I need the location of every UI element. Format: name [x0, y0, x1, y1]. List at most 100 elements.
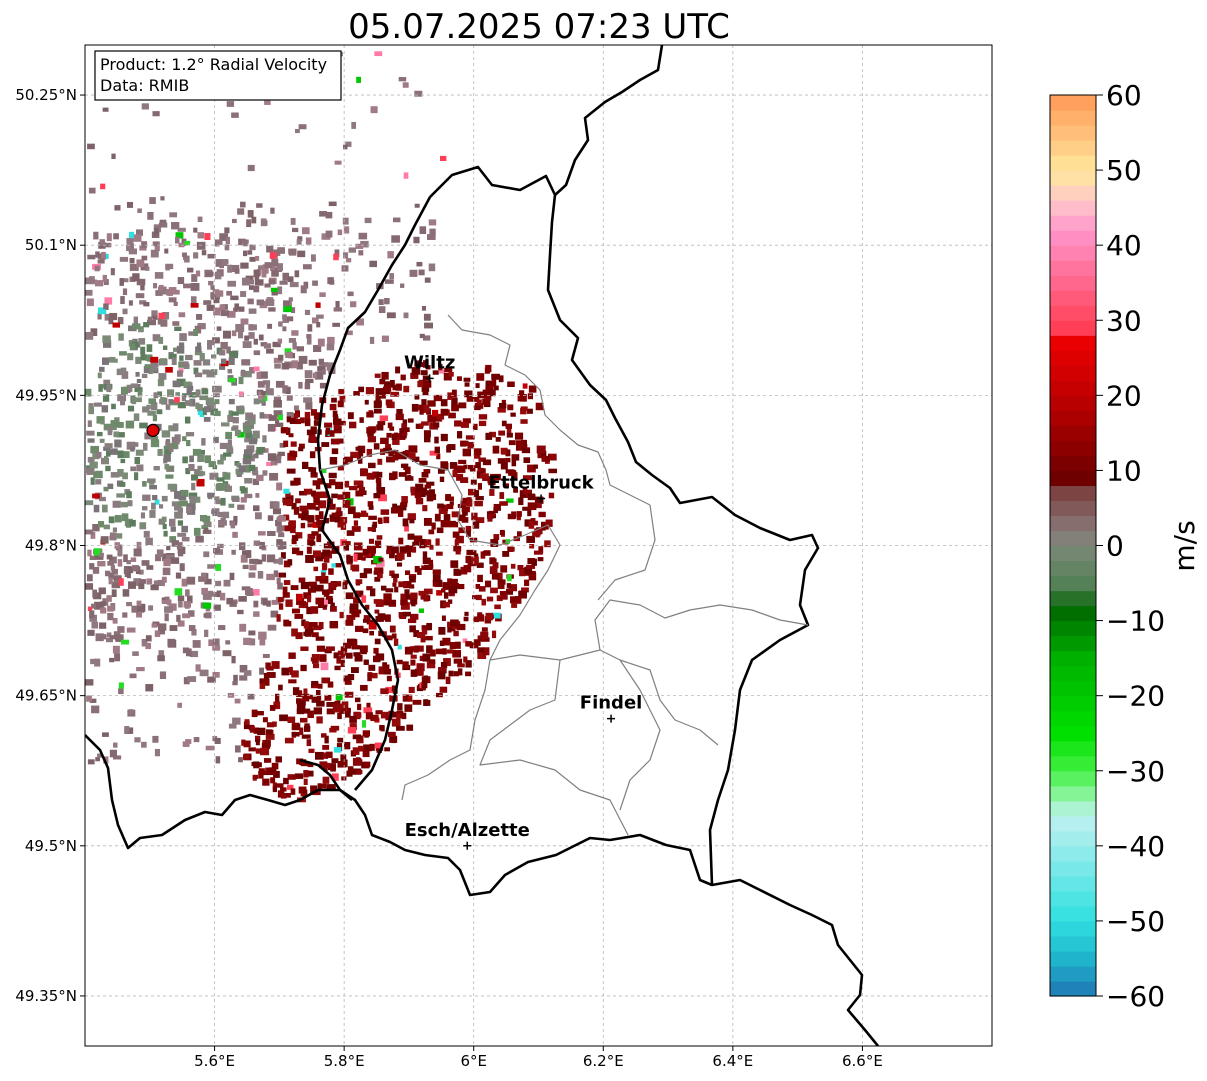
echo-cell — [126, 571, 131, 579]
echo-cell — [159, 504, 164, 509]
echo-cell — [336, 656, 341, 664]
echo-cell — [165, 474, 174, 479]
echo-cell — [306, 694, 313, 700]
city-ettelbruck[interactable]: Ettelbruck — [489, 472, 595, 503]
echo-cell — [330, 602, 335, 607]
echo-cell — [185, 354, 193, 361]
echo-cell — [117, 549, 123, 557]
echo-cell — [487, 513, 493, 522]
echo-cell — [316, 536, 322, 543]
echo-cell — [134, 456, 141, 464]
echo-cell — [485, 612, 494, 621]
echo-cell — [139, 569, 144, 575]
echo-cell — [98, 521, 105, 528]
echo-cell — [362, 720, 367, 728]
colorbar-tick-label-5: 10 — [1106, 454, 1142, 487]
echo-cell — [503, 483, 510, 488]
echo-cell — [197, 232, 205, 239]
echo-cell — [170, 526, 176, 532]
echo-cell — [182, 741, 190, 747]
echo-cell — [160, 196, 165, 201]
echo-cell — [168, 465, 173, 471]
echo-cell — [435, 538, 440, 546]
echo-cell — [369, 260, 377, 268]
colorbar-band — [1050, 440, 1096, 456]
colorbar-tick-label-6: 0 — [1106, 530, 1124, 563]
city-wiltz[interactable]: Wiltz — [404, 352, 455, 383]
map-panel[interactable]: Wiltz Ettelbruck Findel Esch/Alzette — [84, 44, 993, 1047]
echo-cell — [157, 655, 165, 662]
echo-cell — [342, 217, 349, 225]
echo-cell — [98, 587, 106, 595]
echo-cell — [136, 278, 146, 286]
echo-cell — [369, 588, 376, 597]
echo-cell — [220, 454, 226, 461]
echo-cell — [167, 389, 175, 397]
echo-cell — [137, 208, 142, 213]
echo-cell — [86, 430, 95, 436]
echo-cell — [423, 588, 433, 595]
echo-cell — [201, 388, 209, 395]
echo-cell — [159, 219, 167, 225]
echo-cell — [161, 599, 169, 604]
echo-cell — [226, 597, 234, 605]
echo-cell — [535, 503, 542, 509]
radar-site-marker[interactable] — [146, 423, 160, 437]
echo-cell — [327, 503, 336, 510]
echo-cell — [202, 602, 212, 609]
echo-cell — [240, 262, 249, 269]
colorbar-band — [1050, 545, 1096, 562]
echo-cell — [363, 761, 371, 768]
echo-cell — [362, 618, 369, 623]
echo-cell — [523, 457, 531, 464]
echo-cell — [219, 363, 226, 370]
echo-cell — [292, 722, 300, 731]
city-findel[interactable]: Findel — [580, 693, 643, 723]
echo-cell — [89, 698, 97, 703]
echo-cell — [398, 472, 407, 477]
city-esch-alzette[interactable]: Esch/Alzette — [405, 820, 530, 850]
echo-cell — [141, 241, 148, 248]
echo-cell — [141, 638, 148, 647]
echo-cell — [174, 504, 182, 511]
echo-cell — [104, 297, 113, 305]
echo-cell — [242, 341, 252, 349]
echo-cell — [164, 248, 169, 254]
echo-cell — [175, 236, 180, 244]
echo-cell — [413, 535, 423, 543]
echo-cell — [527, 509, 532, 517]
echo-cell — [297, 236, 303, 242]
echo-cell — [475, 594, 482, 601]
echo-cell — [373, 555, 382, 564]
echo-cell — [159, 358, 168, 365]
echo-cell — [238, 542, 246, 551]
echo-cell — [139, 579, 147, 584]
echo-cell — [375, 388, 385, 395]
echo-cell — [424, 564, 433, 570]
echo-cell — [536, 445, 544, 454]
echo-cell — [404, 524, 409, 532]
echo-cell — [117, 432, 125, 438]
echo-cell — [381, 600, 390, 606]
echo-cell — [145, 266, 150, 271]
echo-cell — [305, 237, 312, 245]
echo-cell — [249, 464, 256, 472]
echo-cell — [268, 415, 277, 421]
echo-cell — [471, 512, 478, 521]
echo-cell — [267, 453, 277, 461]
echo-cell — [277, 286, 283, 295]
echo-cell — [329, 606, 337, 612]
echo-cell — [175, 572, 182, 579]
echo-cell — [339, 611, 344, 619]
echo-cell — [152, 111, 160, 117]
echo-cell — [230, 295, 239, 301]
echo-cell — [87, 143, 95, 150]
echo-cell — [337, 712, 342, 720]
echo-cell — [138, 338, 146, 345]
echo-cell — [159, 671, 167, 680]
echo-cell — [373, 408, 382, 414]
echo-cell — [381, 711, 390, 716]
echo-cell — [285, 387, 291, 395]
echo-cell — [114, 653, 121, 662]
